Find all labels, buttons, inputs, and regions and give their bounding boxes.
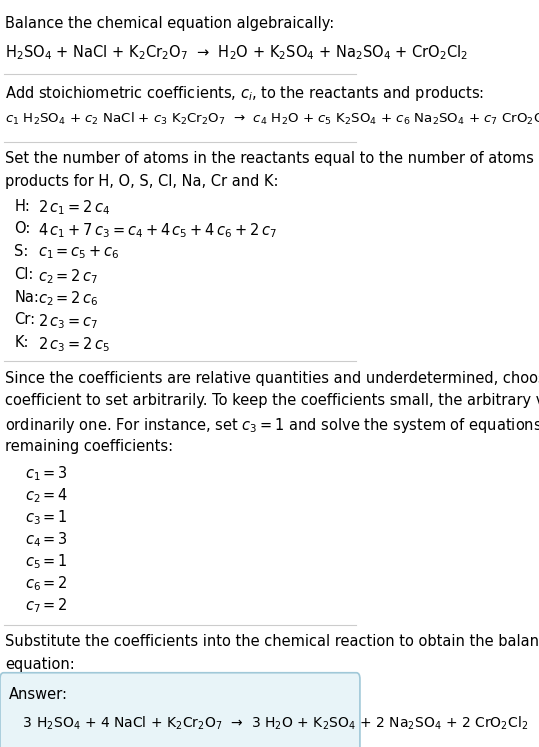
Text: $c_2 = 2\,c_6$: $c_2 = 2\,c_6$: [38, 290, 98, 309]
Text: O:: O:: [15, 221, 31, 236]
Text: H$_2$SO$_4$ + NaCl + K$_2$Cr$_2$O$_7$  →  H$_2$O + K$_2$SO$_4$ + Na$_2$SO$_4$ + : H$_2$SO$_4$ + NaCl + K$_2$Cr$_2$O$_7$ → …: [5, 43, 469, 62]
Text: K:: K:: [15, 335, 29, 350]
Text: $c_3 = 1$: $c_3 = 1$: [25, 508, 68, 527]
Text: $3$ H$_2$SO$_4$ + $4$ NaCl + K$_2$Cr$_2$O$_7$  →  $3$ H$_2$O + K$_2$SO$_4$ + $2$: $3$ H$_2$SO$_4$ + $4$ NaCl + K$_2$Cr$_2$…: [15, 714, 529, 731]
Text: $c_2 = 2\,c_7$: $c_2 = 2\,c_7$: [38, 267, 98, 285]
Text: Substitute the coefficients into the chemical reaction to obtain the balanced: Substitute the coefficients into the che…: [5, 634, 539, 649]
Text: $c_7 = 2$: $c_7 = 2$: [25, 597, 68, 616]
Text: S:: S:: [15, 244, 29, 259]
Text: Na:: Na:: [15, 290, 39, 305]
Text: $c_6 = 2$: $c_6 = 2$: [25, 574, 68, 593]
Text: $c_5 = 1$: $c_5 = 1$: [25, 553, 68, 571]
Text: ordinarily one. For instance, set $c_3 = 1$ and solve the system of equations fo: ordinarily one. For instance, set $c_3 =…: [5, 416, 539, 436]
Text: products for H, O, S, Cl, Na, Cr and K:: products for H, O, S, Cl, Na, Cr and K:: [5, 174, 279, 190]
Text: Cr:: Cr:: [15, 312, 36, 327]
Text: Balance the chemical equation algebraically:: Balance the chemical equation algebraica…: [5, 16, 335, 31]
Text: $c_1 = 3$: $c_1 = 3$: [25, 464, 68, 483]
Text: H:: H:: [15, 199, 30, 214]
Text: Cl:: Cl:: [15, 267, 34, 282]
Text: $2\,c_1 = 2\,c_4$: $2\,c_1 = 2\,c_4$: [38, 199, 110, 217]
Text: remaining coefficients:: remaining coefficients:: [5, 439, 174, 454]
Text: $c_1$ H$_2$SO$_4$ + $c_2$ NaCl + $c_3$ K$_2$Cr$_2$O$_7$  →  $c_4$ H$_2$O + $c_5$: $c_1$ H$_2$SO$_4$ + $c_2$ NaCl + $c_3$ K…: [5, 111, 539, 127]
Text: $c_4 = 3$: $c_4 = 3$: [25, 530, 68, 549]
Text: equation:: equation:: [5, 657, 75, 672]
Text: Add stoichiometric coefficients, $c_i$, to the reactants and products:: Add stoichiometric coefficients, $c_i$, …: [5, 84, 485, 102]
Text: Since the coefficients are relative quantities and underdetermined, choose a: Since the coefficients are relative quan…: [5, 371, 539, 385]
FancyBboxPatch shape: [0, 673, 360, 747]
Text: $2\,c_3 = 2\,c_5$: $2\,c_3 = 2\,c_5$: [38, 335, 110, 354]
Text: $4\,c_1 + 7\,c_3 = c_4 + 4\,c_5 + 4\,c_6 + 2\,c_7$: $4\,c_1 + 7\,c_3 = c_4 + 4\,c_5 + 4\,c_6…: [38, 221, 277, 240]
Text: $c_1 = c_5 + c_6$: $c_1 = c_5 + c_6$: [38, 244, 120, 261]
Text: Set the number of atoms in the reactants equal to the number of atoms in the: Set the number of atoms in the reactants…: [5, 151, 539, 167]
Text: $2\,c_3 = c_7$: $2\,c_3 = c_7$: [38, 312, 98, 331]
Text: $c_2 = 4$: $c_2 = 4$: [25, 486, 68, 505]
Text: coefficient to set arbitrarily. To keep the coefficients small, the arbitrary va: coefficient to set arbitrarily. To keep …: [5, 394, 539, 409]
Text: Answer:: Answer:: [9, 686, 68, 701]
